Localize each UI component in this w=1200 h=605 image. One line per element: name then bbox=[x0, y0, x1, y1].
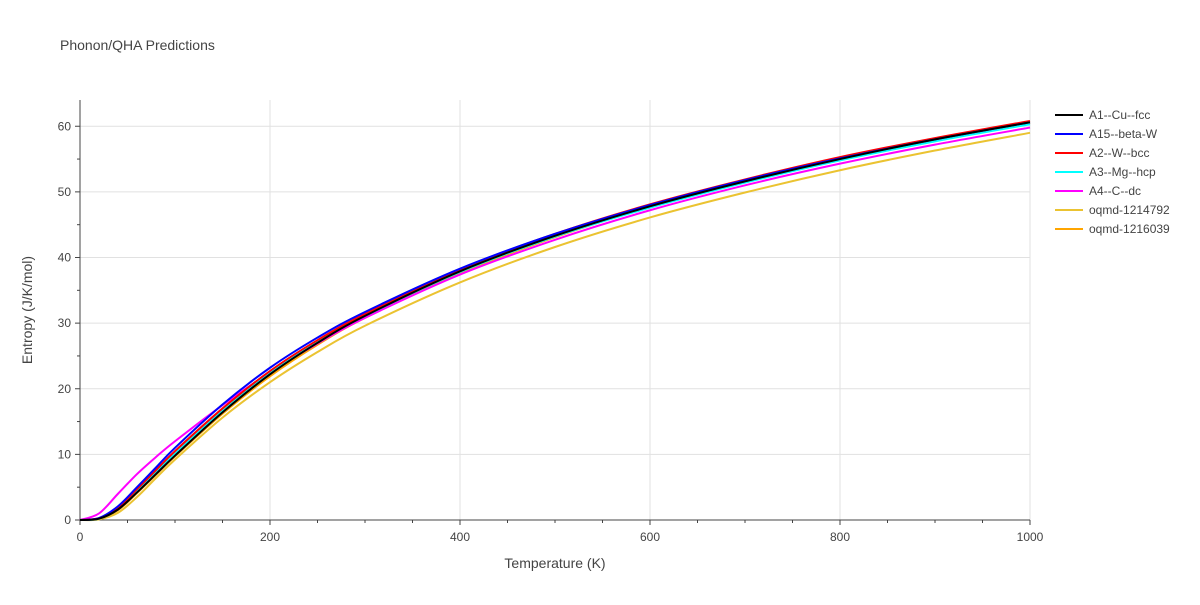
x-tick-label: 200 bbox=[260, 530, 280, 544]
legend-item[interactable]: oqmd-1216039 bbox=[1055, 222, 1170, 236]
legend-label: A2--W--bcc bbox=[1089, 146, 1149, 160]
legend-label: A1--Cu--fcc bbox=[1089, 108, 1150, 122]
tick-labels: 0 200 400 600 800 1000 0 10 20 30 40 50 60 bbox=[58, 119, 1044, 544]
legend-item[interactable]: A1--Cu--fcc bbox=[1055, 108, 1150, 122]
x-tick-label: 0 bbox=[77, 530, 84, 544]
legend-label: A15--beta-W bbox=[1089, 127, 1158, 141]
legend-label: oqmd-1214792 bbox=[1089, 203, 1170, 217]
y-tick-label: 20 bbox=[58, 382, 72, 396]
y-tick-label: 10 bbox=[58, 447, 72, 461]
x-tick-label: 400 bbox=[450, 530, 470, 544]
legend-item[interactable]: A4--C--dc bbox=[1055, 184, 1141, 198]
series-line-a2-w-bcc[interactable] bbox=[79, 120, 1031, 521]
legend-item[interactable]: A15--beta-W bbox=[1055, 127, 1158, 141]
legend-label: A4--C--dc bbox=[1089, 184, 1141, 198]
series-line-a1-cu-fcc[interactable] bbox=[79, 121, 1031, 521]
y-axis-label: Entropy (J/K/mol) bbox=[19, 256, 35, 364]
x-tick-label: 1000 bbox=[1017, 530, 1044, 544]
y-tick-label: 0 bbox=[64, 513, 71, 527]
y-tick-label: 60 bbox=[58, 119, 72, 133]
series-line-a3-mg-hcp[interactable] bbox=[79, 123, 1031, 521]
legend-item[interactable]: A3--Mg--hcp bbox=[1055, 165, 1156, 179]
grid bbox=[80, 100, 1031, 520]
axes bbox=[75, 100, 1031, 525]
legend-item[interactable]: A2--W--bcc bbox=[1055, 146, 1149, 160]
chart-title: Phonon/QHA Predictions bbox=[60, 37, 215, 53]
x-axis-label: Temperature (K) bbox=[504, 555, 605, 571]
y-tick-label: 50 bbox=[58, 185, 72, 199]
legend-label: oqmd-1216039 bbox=[1089, 222, 1170, 236]
series-line-a4-c-dc[interactable] bbox=[79, 126, 1031, 521]
y-tick-label: 30 bbox=[58, 316, 72, 330]
series-line-oqmd-1216039[interactable] bbox=[79, 121, 1031, 521]
series-line-oqmd-1214792[interactable] bbox=[79, 131, 1031, 522]
x-tick-label: 800 bbox=[830, 530, 850, 544]
series-line-a15-beta-w[interactable] bbox=[79, 121, 1031, 521]
legend[interactable]: A1--Cu--fcc A15--beta-W A2--W--bcc A3--Mg--… bbox=[1055, 108, 1170, 236]
y-tick-label: 40 bbox=[58, 251, 72, 265]
series-lines bbox=[79, 120, 1031, 522]
legend-label: A3--Mg--hcp bbox=[1089, 165, 1156, 179]
x-tick-label: 600 bbox=[640, 530, 660, 544]
legend-item[interactable]: oqmd-1214792 bbox=[1055, 203, 1170, 217]
